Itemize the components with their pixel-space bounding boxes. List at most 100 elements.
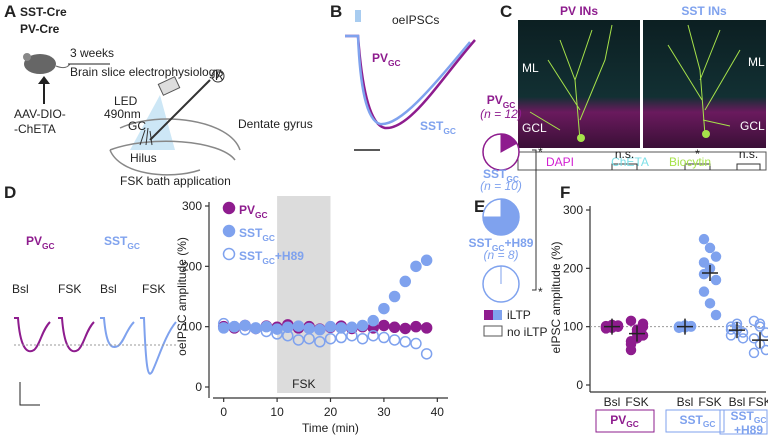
data-point bbox=[760, 327, 768, 338]
panel-e-art bbox=[532, 149, 537, 291]
label: FSK bath application bbox=[120, 174, 231, 188]
x-axis-label: Time (min) bbox=[302, 421, 359, 435]
pie-title: SSTGC+H89 bbox=[469, 236, 534, 253]
label-main: SST bbox=[104, 234, 128, 248]
data-point bbox=[420, 254, 433, 267]
legend-label: iLTP bbox=[507, 308, 531, 322]
data-point bbox=[271, 328, 283, 340]
mean-marker bbox=[629, 325, 645, 342]
data-point bbox=[303, 332, 315, 345]
data-point bbox=[303, 322, 315, 335]
data-point bbox=[748, 347, 760, 359]
label-sub: GC bbox=[262, 256, 275, 266]
x-tick-label: Bsl bbox=[729, 395, 746, 409]
data-point bbox=[324, 320, 337, 333]
legend-label: SSTGC bbox=[239, 226, 275, 243]
label-main: PV bbox=[610, 413, 626, 427]
label: oeIPSCs bbox=[392, 13, 439, 27]
fsk-window bbox=[277, 196, 331, 393]
data-point bbox=[249, 322, 262, 334]
data-point bbox=[754, 321, 766, 332]
panel-d-art bbox=[14, 317, 177, 406]
group-label-suffix: +H89 bbox=[734, 423, 763, 435]
panel-b-art bbox=[345, 10, 476, 151]
y-tick-label: 300 bbox=[182, 199, 202, 213]
label-main: PV bbox=[487, 93, 503, 107]
label-sub: GC bbox=[127, 241, 140, 251]
y-tick-label: 100 bbox=[182, 320, 202, 334]
data-point bbox=[748, 333, 760, 344]
panel-letter: D bbox=[4, 183, 16, 202]
label-main: SST bbox=[680, 413, 704, 427]
data-point bbox=[710, 251, 722, 262]
significance: * bbox=[538, 285, 543, 299]
y-tick-label: 200 bbox=[182, 259, 202, 273]
label: -ChETA bbox=[14, 122, 56, 136]
label: 490nm bbox=[104, 107, 141, 121]
panel-letter: A bbox=[4, 2, 16, 21]
data-point bbox=[737, 333, 749, 344]
label: LED bbox=[114, 94, 138, 108]
label: FSK bbox=[58, 282, 81, 296]
data-point bbox=[710, 274, 722, 286]
label: ChETA bbox=[611, 155, 649, 169]
mean-marker bbox=[604, 318, 620, 335]
data-point bbox=[388, 290, 401, 303]
label: PV-Cre bbox=[20, 22, 60, 36]
pie-n: (n = 8) bbox=[483, 248, 518, 262]
data-point bbox=[260, 325, 273, 338]
x-tick-label: 20 bbox=[324, 405, 338, 419]
label: R bbox=[215, 69, 224, 83]
data-point bbox=[282, 321, 294, 334]
legend-label: SSTGC+H89 bbox=[239, 249, 304, 266]
y-axis-label: oeIPSC amplitude (%) bbox=[175, 237, 189, 356]
label: GCL bbox=[522, 121, 547, 135]
legend-marker bbox=[222, 224, 236, 238]
label-main: PV bbox=[239, 203, 255, 217]
label: GCL bbox=[740, 119, 765, 133]
legend-label: no iLTP bbox=[507, 325, 547, 339]
group-label: SSTGC bbox=[731, 409, 767, 425]
label: Dentate gyrus bbox=[238, 117, 313, 131]
data-point bbox=[637, 318, 649, 329]
data-point bbox=[367, 314, 379, 327]
label-suffix: +H89 bbox=[504, 236, 533, 250]
label: ML bbox=[748, 55, 765, 69]
data-point bbox=[410, 337, 422, 350]
label-sub: GC bbox=[492, 243, 505, 253]
y-axis-label: eIPSC amplitude (%) bbox=[549, 241, 563, 353]
x-tick-label: 40 bbox=[431, 405, 445, 419]
x-tick-label: FSK bbox=[748, 395, 768, 409]
x-tick-label: FSK bbox=[625, 395, 648, 409]
label: 3 weeks bbox=[70, 46, 114, 60]
data-point bbox=[399, 336, 412, 348]
data-point bbox=[704, 298, 716, 309]
data-point bbox=[698, 286, 710, 297]
legend-marker bbox=[222, 201, 236, 215]
data-point bbox=[710, 309, 722, 321]
label: DAPI bbox=[546, 155, 574, 169]
data-point bbox=[356, 319, 369, 332]
mean-marker bbox=[729, 322, 745, 339]
y-tick-label: 0 bbox=[576, 378, 583, 392]
group-label: SSTGC bbox=[680, 413, 716, 429]
label-suffix: +H89 bbox=[275, 249, 304, 263]
data-point bbox=[754, 318, 766, 329]
label-sub: GC bbox=[42, 241, 55, 251]
panel-letter: C bbox=[500, 2, 512, 21]
data-point bbox=[282, 329, 294, 342]
data-point bbox=[704, 242, 716, 254]
y-tick-label: 100 bbox=[563, 320, 583, 334]
data-point bbox=[378, 319, 390, 332]
label: Hilus bbox=[130, 151, 157, 165]
label-main: PV bbox=[372, 51, 388, 65]
panel-letter: E bbox=[474, 197, 485, 216]
data-point bbox=[346, 321, 358, 334]
data-point bbox=[420, 322, 433, 334]
label: Biocytin bbox=[669, 155, 711, 169]
label-sub: GC bbox=[443, 126, 456, 136]
label-main: SST bbox=[483, 167, 507, 181]
pie-slice bbox=[482, 198, 520, 236]
significance: n.s. bbox=[739, 147, 758, 161]
